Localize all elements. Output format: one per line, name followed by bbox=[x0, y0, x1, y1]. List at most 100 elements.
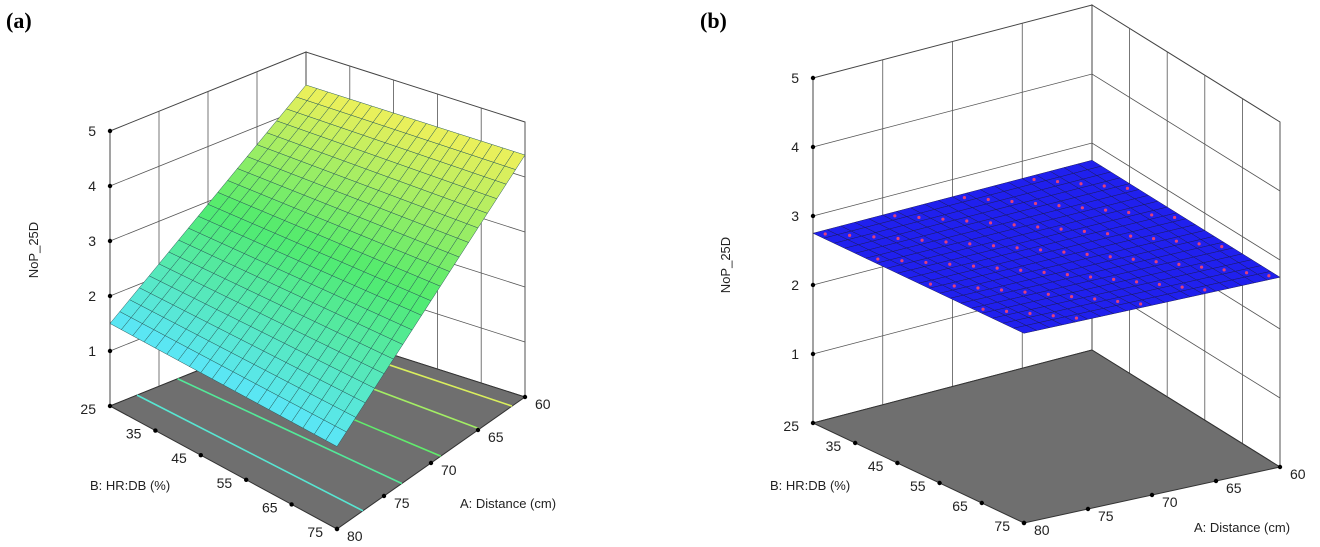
surface-marker bbox=[1127, 210, 1131, 215]
surface-marker bbox=[1125, 186, 1130, 190]
z-tick-label: 2 bbox=[88, 288, 96, 304]
y-axis-label: B: HR:DB (%) bbox=[90, 478, 170, 493]
x-tick-mark bbox=[334, 526, 340, 532]
y-tick-label: 25 bbox=[783, 418, 799, 434]
x-tick-mark bbox=[381, 493, 387, 499]
surface-marker bbox=[1059, 227, 1063, 231]
surface-marker bbox=[1012, 223, 1016, 227]
y-tick-label: 25 bbox=[80, 401, 96, 417]
surface-marker bbox=[1033, 201, 1038, 206]
surface-marker bbox=[965, 219, 969, 223]
x-tick-label: 70 bbox=[1162, 494, 1178, 510]
z-axis-label: NoP_25D bbox=[26, 222, 41, 278]
surface-marker bbox=[999, 288, 1004, 292]
y-tick-label: 35 bbox=[126, 426, 142, 442]
surface-marker bbox=[848, 233, 852, 237]
panel-a: (a) 1 2 3 4 5 25 35 45 55 65 75 60 65 70 75 80 NoP_25D B:… bbox=[6, 8, 556, 544]
surface-marker bbox=[1082, 229, 1086, 233]
z-tick-label: 1 bbox=[88, 343, 96, 359]
surface-marker bbox=[1116, 299, 1120, 304]
x-tick-label: 80 bbox=[347, 528, 363, 544]
x-tick-label: 65 bbox=[1226, 480, 1242, 496]
surface-marker bbox=[1131, 257, 1135, 261]
surface-marker bbox=[988, 221, 993, 225]
z-tick-mark bbox=[810, 75, 816, 81]
surface-marker bbox=[968, 242, 972, 246]
surface-marker bbox=[1222, 268, 1226, 272]
z-tick-mark bbox=[107, 348, 113, 354]
surface-marker bbox=[900, 259, 904, 263]
panel-label-a: (a) bbox=[6, 8, 32, 33]
x-tick-label: 60 bbox=[535, 396, 551, 412]
surface-marker bbox=[823, 232, 827, 236]
x-tick-label: 80 bbox=[1034, 522, 1050, 538]
surface-cell bbox=[504, 151, 526, 170]
surface-marker bbox=[1038, 248, 1043, 252]
surface-marker bbox=[1051, 314, 1055, 318]
surface-marker bbox=[1134, 280, 1139, 284]
surface-marker bbox=[876, 257, 880, 261]
z-tick-label: 2 bbox=[791, 277, 799, 293]
surface-marker bbox=[1055, 179, 1060, 184]
surface-marker bbox=[1015, 246, 1019, 250]
z-tick-mark bbox=[810, 282, 816, 288]
z-axis-label: NoP_25D bbox=[718, 237, 733, 293]
surface-marker bbox=[872, 235, 876, 239]
z-tick-label: 5 bbox=[791, 70, 799, 86]
y-tick-label: 45 bbox=[868, 458, 884, 474]
surface-marker bbox=[948, 262, 952, 266]
panel-label-b: (b) bbox=[700, 8, 727, 33]
surface-marker bbox=[1032, 177, 1036, 182]
y-tick-label: 35 bbox=[826, 438, 842, 454]
response-surface bbox=[812, 159, 1281, 334]
surface-marker bbox=[1154, 260, 1158, 264]
z-tick-mark bbox=[107, 128, 113, 134]
z-tick-label: 4 bbox=[88, 178, 96, 194]
y-tick-mark bbox=[979, 500, 984, 506]
surface-marker bbox=[1267, 274, 1271, 278]
x-axis-label: A: Distance (cm) bbox=[1194, 520, 1290, 535]
response-surface bbox=[109, 84, 526, 447]
y-tick-label: 55 bbox=[910, 478, 926, 494]
y-tick-mark bbox=[895, 460, 900, 466]
z-tick-label: 5 bbox=[88, 123, 96, 139]
surface-marker bbox=[1105, 232, 1110, 236]
y-tick-mark bbox=[153, 428, 158, 433]
wall-gridline bbox=[812, 142, 1281, 261]
x-tick-label: 70 bbox=[441, 462, 457, 478]
surface-marker bbox=[1085, 252, 1089, 257]
surface-marker bbox=[1172, 215, 1177, 220]
x-tick-mark bbox=[1021, 520, 1027, 526]
x-tick-mark bbox=[522, 394, 528, 400]
surface-marker bbox=[924, 260, 928, 265]
surface-marker bbox=[1103, 208, 1108, 212]
surface-marker bbox=[1102, 184, 1106, 188]
surface-marker bbox=[1042, 270, 1046, 274]
y-tick-label: 65 bbox=[262, 499, 278, 515]
surface-marker bbox=[928, 282, 933, 286]
x-tick-label: 60 bbox=[1290, 466, 1306, 482]
surface-marker bbox=[896, 236, 900, 241]
z-tick-mark bbox=[107, 183, 113, 189]
wall-gridline bbox=[812, 73, 1281, 192]
surface-marker bbox=[893, 214, 897, 218]
surface-marker bbox=[1019, 268, 1023, 272]
y-tick-mark bbox=[853, 440, 858, 446]
z-tick-label: 1 bbox=[791, 346, 799, 362]
surface-marker bbox=[944, 240, 948, 244]
surface-marker bbox=[991, 244, 996, 248]
z-tick-label: 3 bbox=[791, 208, 799, 224]
surface-marker bbox=[1220, 245, 1224, 249]
y-tick-label: 45 bbox=[171, 450, 187, 466]
surface-marker bbox=[1177, 262, 1181, 266]
surface-marker bbox=[1150, 213, 1154, 217]
surface-marker bbox=[1004, 309, 1009, 313]
y-tick-label: 65 bbox=[952, 498, 968, 514]
surface-marker bbox=[1203, 288, 1207, 292]
surface-marker bbox=[1129, 234, 1133, 238]
y-tick-label: 75 bbox=[307, 524, 323, 540]
panel-b: (b) 1 2 3 4 5 25 35 45 55 65 75 60 65 70 75 80 NoP_25D B:… bbox=[660, 0, 1320, 547]
surface-marker bbox=[1080, 206, 1084, 210]
